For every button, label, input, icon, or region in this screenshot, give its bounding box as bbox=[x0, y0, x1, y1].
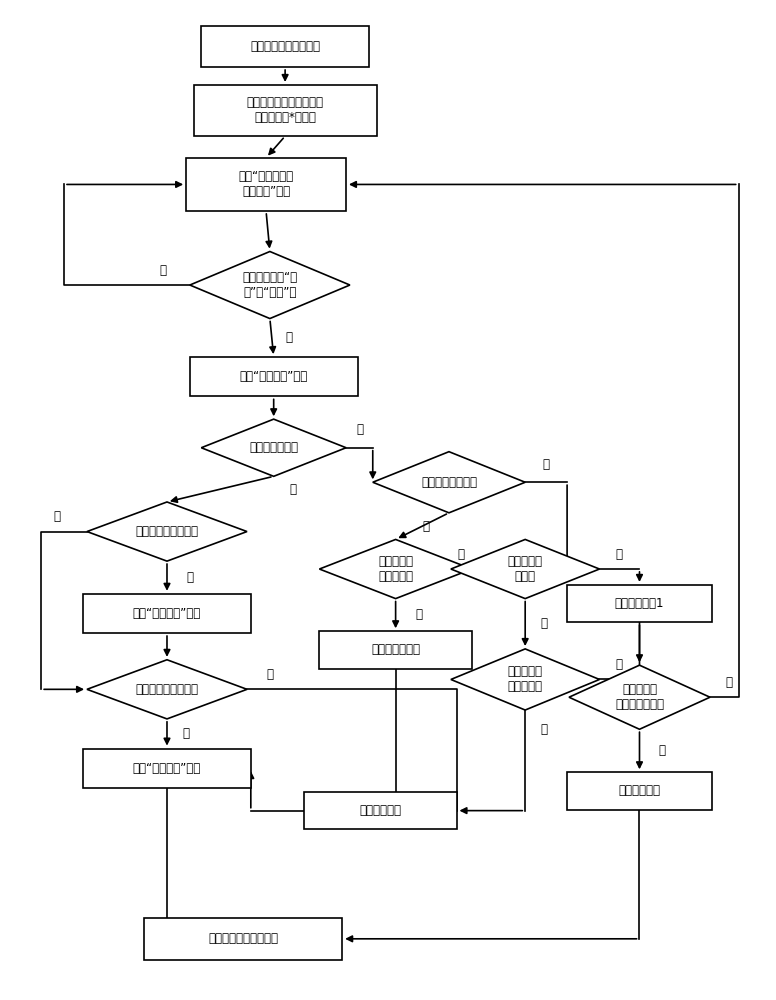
Text: 量程调到最大级: 量程调到最大级 bbox=[371, 643, 420, 656]
Text: 是: 是 bbox=[182, 727, 189, 740]
FancyBboxPatch shape bbox=[144, 918, 342, 960]
Text: 否: 否 bbox=[458, 548, 465, 561]
Text: 否: 否 bbox=[160, 264, 167, 277]
Polygon shape bbox=[87, 660, 247, 719]
Text: 否: 否 bbox=[726, 676, 733, 689]
Text: 智能测深探鱼算法出口: 智能测深探鱼算法出口 bbox=[208, 932, 279, 945]
FancyBboxPatch shape bbox=[186, 158, 346, 211]
Text: 是否开启自动增益？: 是否开启自动增益？ bbox=[136, 683, 199, 696]
FancyBboxPatch shape bbox=[567, 772, 712, 810]
Text: 回波丢失报警: 回波丢失报警 bbox=[618, 784, 660, 797]
FancyBboxPatch shape bbox=[83, 594, 251, 633]
Text: 调用“自动量程”函数: 调用“自动量程”函数 bbox=[133, 607, 201, 620]
Text: 否: 否 bbox=[541, 617, 548, 630]
Text: 是: 是 bbox=[615, 548, 622, 561]
Text: 回波是否丢失？: 回波是否丢失？ bbox=[249, 441, 298, 454]
FancyBboxPatch shape bbox=[83, 748, 251, 788]
Text: 回波计数器加1: 回波计数器加1 bbox=[615, 597, 664, 610]
Text: 是: 是 bbox=[286, 331, 293, 344]
Polygon shape bbox=[320, 539, 472, 599]
Text: 调用“测深探鱼”函数: 调用“测深探鱼”函数 bbox=[240, 370, 308, 383]
Text: 否: 否 bbox=[615, 658, 622, 671]
Polygon shape bbox=[190, 251, 350, 319]
Polygon shape bbox=[372, 452, 525, 513]
Polygon shape bbox=[451, 649, 600, 710]
Text: 是否找到回波“峰
值”和“谷值”？: 是否找到回波“峰 值”和“谷值”？ bbox=[242, 271, 297, 299]
Text: 调用“自动增益”函数: 调用“自动增益”函数 bbox=[133, 762, 201, 775]
Polygon shape bbox=[87, 502, 247, 561]
FancyBboxPatch shape bbox=[201, 26, 369, 67]
FancyBboxPatch shape bbox=[320, 631, 472, 669]
Text: 是: 是 bbox=[659, 744, 666, 757]
Text: 否: 否 bbox=[423, 520, 430, 533]
FancyBboxPatch shape bbox=[194, 85, 376, 136]
Text: 调用“寻找回波峰
值与谷值”函数: 调用“寻找回波峰 值与谷值”函数 bbox=[238, 170, 293, 198]
Text: 智能测深探鱼算法入口: 智能测深探鱼算法入口 bbox=[250, 40, 320, 53]
Text: 否: 否 bbox=[289, 483, 296, 496]
Text: 增益增大一级: 增益增大一级 bbox=[359, 804, 401, 817]
FancyBboxPatch shape bbox=[190, 357, 358, 396]
Text: 是否开启了
自动量程？: 是否开启了 自动量程？ bbox=[378, 555, 413, 583]
Text: 是: 是 bbox=[356, 423, 363, 436]
Text: 是: 是 bbox=[415, 608, 422, 621]
Text: 回波计数器
到达最大次数？: 回波计数器 到达最大次数？ bbox=[615, 683, 664, 711]
FancyBboxPatch shape bbox=[567, 585, 712, 622]
Polygon shape bbox=[451, 539, 600, 599]
Text: 否: 否 bbox=[53, 510, 60, 523]
Text: 是否开启了
自动增益？: 是否开启了 自动增益？ bbox=[508, 665, 542, 693]
Text: 是否是最大量程？: 是否是最大量程？ bbox=[421, 476, 477, 489]
Text: 是: 是 bbox=[541, 723, 548, 736]
Text: 是否开启自动量程？: 是否开启自动量程？ bbox=[136, 525, 199, 538]
Text: 是: 是 bbox=[186, 571, 193, 584]
Text: 对回波信号进行放大处理
（回波信号*增益）: 对回波信号进行放大处理 （回波信号*增益） bbox=[247, 96, 324, 124]
Polygon shape bbox=[569, 665, 710, 729]
Text: 是否是最大
增益？: 是否是最大 增益？ bbox=[508, 555, 542, 583]
Text: 是: 是 bbox=[542, 458, 549, 471]
Polygon shape bbox=[201, 419, 346, 476]
FancyBboxPatch shape bbox=[304, 792, 456, 829]
Text: 否: 否 bbox=[266, 668, 273, 681]
